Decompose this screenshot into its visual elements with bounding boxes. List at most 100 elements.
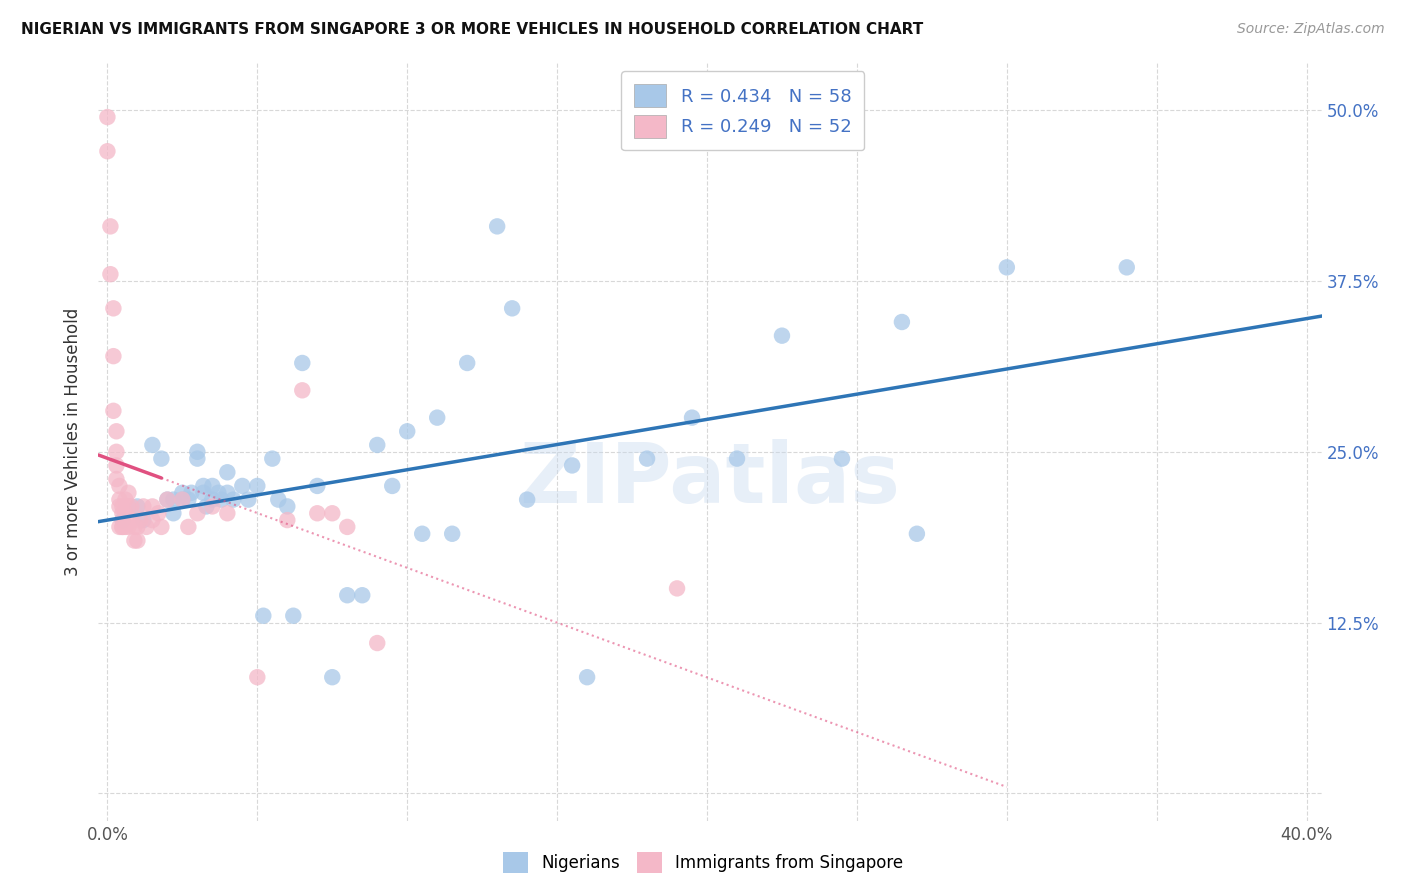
Point [352, 588, 374, 602]
Point [172, 492, 194, 507]
Point [201, 500, 224, 514]
Point [276, 513, 298, 527]
Point [831, 451, 853, 466]
Point [207, 485, 229, 500]
Point [238, 492, 260, 507]
Point [561, 458, 583, 473]
Point [120, 513, 142, 527]
Point [117, 520, 139, 534]
Point [132, 500, 155, 514]
Point [276, 500, 298, 514]
Point [381, 479, 404, 493]
Point [995, 260, 1018, 275]
Point [177, 492, 200, 507]
Point [111, 520, 134, 534]
Point [1115, 260, 1137, 275]
Point [127, 520, 149, 534]
Point [905, 526, 928, 541]
Point [114, 506, 136, 520]
Point [135, 520, 157, 534]
Point [193, 479, 215, 493]
Point [890, 315, 912, 329]
Point [426, 410, 449, 425]
Point [666, 582, 689, 596]
Point [576, 670, 599, 684]
Point [396, 425, 419, 439]
Point [105, 425, 128, 439]
Point [177, 520, 200, 534]
Point [186, 444, 208, 458]
Point [141, 513, 163, 527]
Point [262, 451, 284, 466]
Point [770, 328, 793, 343]
Point [681, 410, 703, 425]
Point [283, 608, 305, 623]
Point [103, 301, 125, 316]
Point [336, 588, 359, 602]
Point [156, 492, 179, 507]
Point [127, 500, 149, 514]
Point [150, 451, 173, 466]
Point [124, 533, 146, 548]
Point [111, 506, 134, 520]
Point [162, 506, 184, 520]
Text: NIGERIAN VS IMMIGRANTS FROM SINGAPORE 3 OR MORE VEHICLES IN HOUSEHOLD CORRELATIO: NIGERIAN VS IMMIGRANTS FROM SINGAPORE 3 … [21, 22, 924, 37]
Point [108, 500, 131, 514]
Point [193, 485, 215, 500]
Text: ZIPatlas: ZIPatlas [520, 439, 900, 520]
Point [186, 506, 208, 520]
Point [108, 492, 131, 507]
Point [111, 500, 134, 514]
Point [114, 520, 136, 534]
Point [252, 608, 274, 623]
Point [100, 219, 122, 234]
Point [231, 479, 253, 493]
Point [291, 356, 314, 370]
Point [141, 438, 163, 452]
Point [141, 500, 163, 514]
Legend: R = 0.434   N = 58, R = 0.249   N = 52: R = 0.434 N = 58, R = 0.249 N = 52 [621, 71, 865, 151]
Point [103, 404, 125, 418]
Point [195, 500, 218, 514]
Point [217, 465, 239, 479]
Point [307, 506, 329, 520]
Point [162, 492, 184, 507]
Point [201, 492, 224, 507]
Point [120, 500, 142, 514]
Point [366, 438, 388, 452]
Point [172, 492, 194, 507]
Legend: Nigerians, Immigrants from Singapore: Nigerians, Immigrants from Singapore [496, 846, 910, 880]
Point [201, 479, 224, 493]
Point [108, 479, 131, 493]
Point [148, 506, 170, 520]
Point [411, 526, 433, 541]
Point [246, 479, 269, 493]
Point [441, 526, 464, 541]
Point [114, 492, 136, 507]
Point [156, 492, 179, 507]
Point [209, 492, 232, 507]
Point [366, 636, 388, 650]
Point [321, 506, 343, 520]
Point [636, 451, 658, 466]
Point [180, 485, 202, 500]
Point [267, 492, 290, 507]
Point [321, 670, 343, 684]
Point [336, 520, 359, 534]
Point [105, 444, 128, 458]
Point [127, 533, 149, 548]
Point [124, 520, 146, 534]
Point [108, 520, 131, 534]
Point [103, 349, 125, 363]
Point [96, 145, 118, 159]
Y-axis label: 3 or more Vehicles in Household: 3 or more Vehicles in Household [65, 308, 83, 575]
Point [111, 520, 134, 534]
Point [150, 520, 173, 534]
Point [100, 267, 122, 281]
Point [96, 110, 118, 124]
Point [105, 472, 128, 486]
Point [217, 485, 239, 500]
Point [132, 513, 155, 527]
Point [117, 485, 139, 500]
Point [725, 451, 748, 466]
